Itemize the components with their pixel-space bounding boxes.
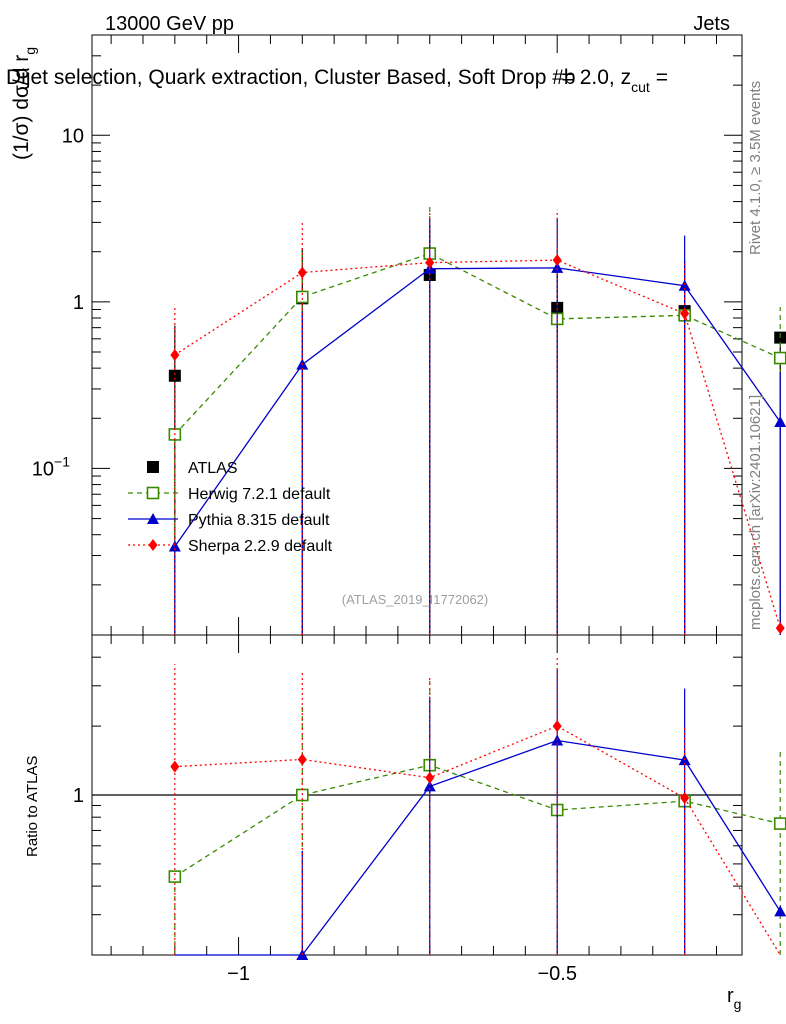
- main-point-sherpa: [775, 622, 785, 635]
- xlabel-sub: g: [734, 996, 742, 1012]
- ratio-line-pythia: [174, 739, 781, 956]
- main-line-pythia: [174, 267, 781, 547]
- mcplots-label: mcplots.cern.ch [arXiv:2401.10621]: [747, 395, 764, 630]
- main-point-atlas: [168, 369, 181, 382]
- ratio-series-pythia: [174, 669, 786, 960]
- main-series-atlas: [168, 224, 786, 635]
- legend-entry: Sherpa 2.2.9 default: [128, 538, 333, 555]
- rivet-label: Rivet 4.1.0, ≥ 3.5M events: [747, 81, 764, 255]
- title-sub: cut: [631, 79, 650, 95]
- title-tail: = 2.0, z: [562, 66, 631, 89]
- legend-marker: [148, 539, 158, 551]
- legend-marker: [147, 513, 159, 524]
- main-point-sherpa: [170, 348, 180, 361]
- main-point-pythia: [678, 279, 691, 291]
- xtick-label: −1: [227, 963, 250, 985]
- xtick-label: −0.5: [537, 963, 576, 985]
- main-ytick-label-sup: −1: [54, 453, 70, 469]
- legend-marker: [147, 461, 159, 473]
- legend-entry: Herwig 7.2.1 default: [128, 486, 331, 503]
- main-series-pythia: [168, 217, 786, 635]
- ratio-point-sherpa: [170, 760, 180, 773]
- main-ytick-label-text: 1: [73, 292, 84, 314]
- xlabel: rg: [727, 985, 741, 1012]
- main-ytick-label: 10−1: [32, 453, 70, 480]
- legend-marker: [146, 486, 160, 500]
- legend-entry: ATLAS: [147, 460, 238, 477]
- ratio-point-herwig: [168, 870, 182, 883]
- legend-label: Sherpa 2.2.9 default: [188, 538, 333, 555]
- legend-label: Pythia 8.315 default: [188, 512, 330, 529]
- title-end: =: [656, 66, 668, 89]
- main-ylabel-sub: g: [22, 47, 38, 55]
- ratio-point-herwig: [773, 817, 786, 830]
- ratio-line-herwig: [174, 764, 781, 878]
- main-point-sherpa: [425, 256, 435, 269]
- main-point-sherpa: [552, 254, 562, 267]
- ratio-point-sherpa: [552, 720, 562, 733]
- header-right: Jets: [693, 13, 730, 35]
- ratio-point-sherpa: [297, 753, 307, 766]
- title-text: Dijet selection, Quark extraction, Clust…: [6, 66, 576, 89]
- main-point-sherpa: [297, 266, 307, 279]
- legend-entry: Pythia 8.315 default: [128, 512, 330, 529]
- main-point-pythia: [551, 261, 564, 273]
- watermark: (ATLAS_2019_I1772062): [342, 592, 488, 607]
- ratio-point-sherpa: [680, 792, 690, 805]
- main-point-pythia: [168, 540, 181, 552]
- main-series-sherpa: [170, 209, 785, 635]
- main-point-pythia: [774, 415, 786, 427]
- ratio-line-sherpa: [174, 725, 781, 956]
- ratio-point-pythia: [423, 780, 436, 792]
- main-point-sherpa: [680, 307, 690, 320]
- main-ytick-label-text: 10: [32, 458, 54, 480]
- main-ytick-label: 10: [62, 125, 84, 147]
- main-line-sherpa: [174, 259, 781, 629]
- legend-label: Herwig 7.2.1 default: [188, 486, 331, 503]
- legend: ATLAS Herwig 7.2.1 default Pythia 8.315 de…: [128, 460, 333, 555]
- ratio-ylabel: Ratio to ATLAS: [24, 756, 41, 857]
- main-ytick-label-text: 10: [62, 125, 84, 147]
- ratio-point-pythia: [551, 734, 564, 746]
- main-ytick-label: 1: [73, 292, 84, 314]
- plot-title: Dijet selection, Quark extraction, Clust…: [6, 66, 668, 95]
- main-ylabel-text: (1/σ) dσ/d r: [10, 55, 33, 160]
- ratio-ytick-label: 1: [73, 785, 84, 807]
- main-line-herwig: [174, 252, 781, 435]
- xlabel-text: r: [727, 985, 734, 1007]
- ratio-series-herwig: [168, 680, 786, 955]
- legend-label: ATLAS: [188, 460, 238, 477]
- ratio-point-sherpa: [425, 771, 435, 784]
- main-point-herwig: [773, 351, 786, 365]
- header-left: 13000 GeV pp: [105, 13, 234, 35]
- ratio-series-sherpa: [170, 657, 781, 956]
- main-ylabel: (1/σ) dσ/d rg: [10, 47, 38, 160]
- ratio-point-pythia: [774, 905, 786, 917]
- main-point-herwig: [295, 290, 309, 304]
- series-layer: [168, 204, 786, 960]
